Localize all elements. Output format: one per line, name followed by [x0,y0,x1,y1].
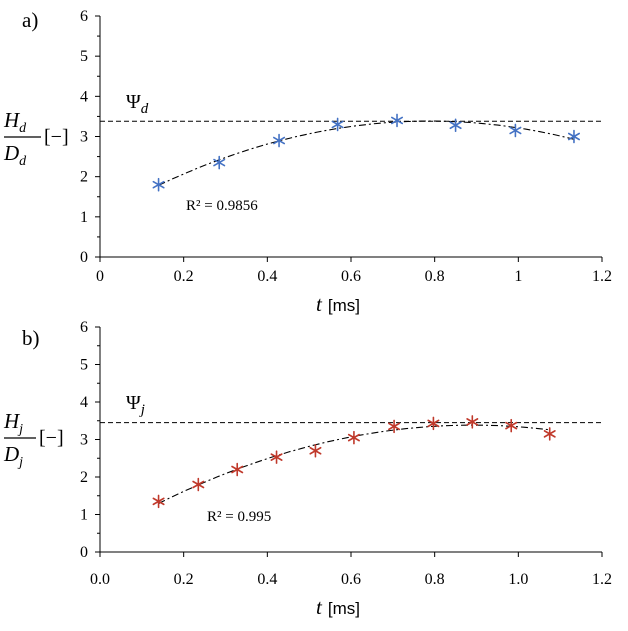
panel-b-data-point [270,450,283,464]
panel-b-x-tick-label: 0.6 [341,571,361,588]
panel-b-y-tick-label: 0 [80,544,88,561]
panel-a-data-point [390,113,404,128]
panel-a-y-tick-label: 4 [80,88,88,105]
panel-b-data-point [388,419,401,434]
panel-b-y-axis-label: Hj Dj [−] [3,409,64,470]
panel-a-x-axis-label: t [ms] [316,292,360,316]
panel-b-x-tick-label: 0.8 [425,571,445,588]
panel-b-data-point [309,443,322,458]
panel-b-markers [152,415,556,509]
panel-b-data-point [192,477,205,492]
panel-b-x-ticks: 0.0 0.2 0.4 0.6 0.8 1.0 1.2 [90,552,612,588]
panel-b-x-tick-label: 1.2 [592,571,612,588]
panel-b-data-point [347,430,360,445]
panel-a-x-tick-label: 1 [514,268,522,285]
panel-b-x-tick-label: 1.0 [508,571,528,588]
panel-a-x-ticks: 0 0.2 0.4 0.6 0.8 1 1.2 [96,257,612,285]
panel-a-x-tick-label: 0.6 [341,268,361,285]
panel-a-r2-annotation: R² = 0.9856 [186,198,258,214]
panel-b-y-tick-label: 1 [80,507,88,524]
panel-a-y-tick-label: 0 [80,249,88,266]
panel-a-data-point [331,117,344,132]
panel-b-data-point [543,427,556,441]
panel-a-x-tick-label: 0.2 [174,268,194,285]
panel-a-ylabel-denominator: Dd [3,141,27,169]
panel-a-data-point [567,129,580,144]
panel-a-y-tick-label: 5 [80,48,88,65]
panel-b-label: b) [22,326,40,350]
panel-a-x-tick-label: 0.8 [425,268,445,285]
panel-a-data-point [509,123,522,138]
panel-a: a) Hd Dd [−] 0 1 2 3 4 5 6 0 0.2 0.4 0.6 0.8 1 1.2 Ψ… [3,8,612,316]
panel-a-x-tick-label: 1.2 [592,268,612,285]
panel-b-y-tick-label: 4 [80,394,88,411]
panel-a-label: a) [22,8,38,32]
panel-a-markers [152,113,580,192]
panel-a-reference-label: Ψd [126,91,149,117]
panel-b-data-point [466,415,479,429]
panel-a-y-tick-label: 3 [80,129,88,146]
panel-a-ylabel-unit: [−] [44,126,69,148]
panel-a-x-tick-label: 0.4 [257,268,277,285]
panel-a-x-tick-label: 0 [96,268,104,285]
panel-b-data-point [231,462,244,477]
panel-b-trend-curve [158,424,550,504]
panel-b-y-tick-label: 5 [80,357,88,374]
panel-b-x-tick-label: 0.2 [174,571,194,588]
panel-a-axes [99,16,602,258]
panel-a-data-point [449,118,462,133]
panel-a-y-tick-label: 6 [80,8,88,25]
panel-b-axes [99,327,602,553]
panel-a-ylabel-numerator: Hd [3,108,27,136]
panel-b-data-point [427,416,440,431]
panel-b-reference-label: Ψj [126,392,145,418]
panel-b-ylabel-unit: [−] [39,427,64,449]
panel-a-y-axis-label: Hd Dd [−] [3,108,69,169]
panel-a-y-tick-label: 1 [80,209,88,226]
panel-b-r2-annotation: R² = 0.995 [207,509,271,525]
panel-a-y-ticks: 0 1 2 3 4 5 6 [80,8,100,266]
panel-a-data-point [213,155,226,170]
panel-b-y-tick-label: 3 [80,432,88,449]
panel-a-data-point [273,133,286,148]
panel-a-y-tick-label: 2 [80,169,88,186]
panel-b-y-tick-label: 6 [80,319,88,336]
panel-a-data-point [152,177,165,192]
panel-b: b) Hj Dj [−] 0 1 2 3 4 5 6 0.0 0.2 0.4 0.6 0.8 1.0 1… [3,319,612,619]
panel-b-x-tick-label: 0.0 [90,571,110,588]
panel-b-ylabel-numerator: Hj [3,409,23,437]
panel-b-x-tick-label: 0.4 [257,571,277,588]
panel-b-data-point [505,418,518,433]
panel-b-y-tick-label: 2 [80,469,88,486]
panel-b-y-ticks: 0 1 2 3 4 5 6 [80,319,100,561]
panel-b-ylabel-denominator: Dj [3,442,23,470]
panel-b-x-axis-label: t [ms] [316,595,360,619]
panel-b-data-point [152,494,165,509]
panel-a-trend-curve [158,120,575,186]
